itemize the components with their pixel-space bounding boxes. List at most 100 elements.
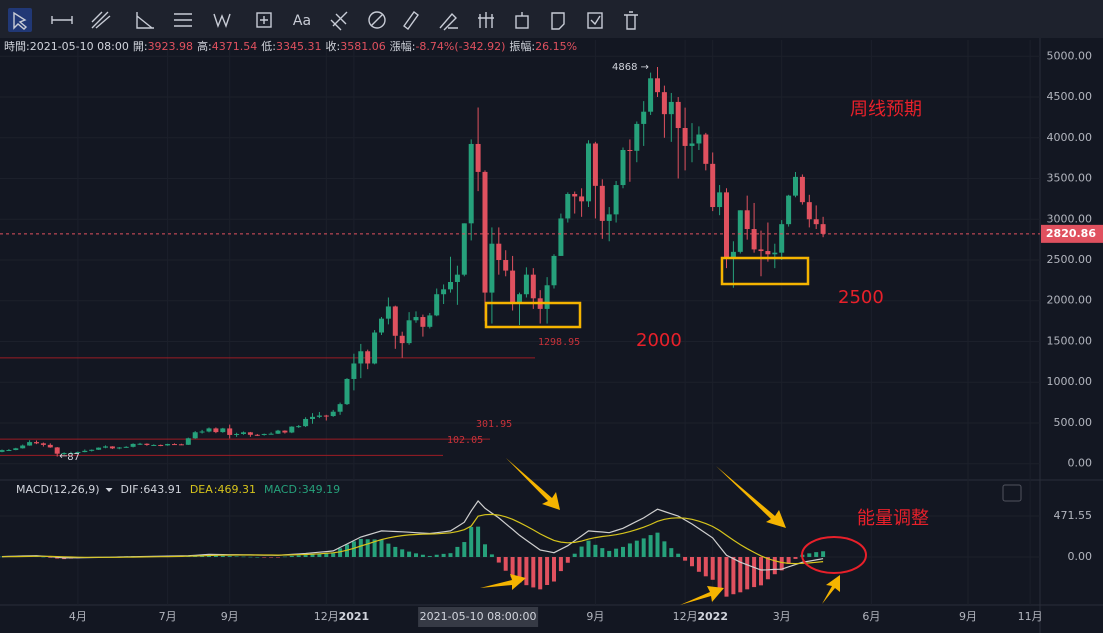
candle-body	[586, 143, 591, 202]
candle-body	[420, 317, 426, 327]
toolbar-icons[interactable]: Aa	[8, 8, 638, 32]
candle-body	[137, 443, 143, 445]
candle-body	[275, 430, 281, 434]
candle-body	[268, 433, 274, 435]
candle-body	[530, 274, 536, 299]
x-tick-label: 2021	[339, 610, 370, 623]
macd-bar	[48, 557, 53, 558]
candle-body	[744, 210, 750, 230]
macd-bar	[765, 557, 770, 580]
candle-body	[517, 294, 522, 304]
candle-body	[461, 223, 467, 275]
macd-bar	[786, 557, 791, 564]
macd-bar	[621, 546, 625, 557]
macd-bar	[572, 553, 577, 557]
candle-body	[116, 447, 122, 449]
candle-body	[296, 426, 302, 428]
macd-bar	[614, 548, 619, 557]
macd-bar	[690, 557, 694, 567]
expand-button[interactable]	[1002, 484, 1022, 502]
candle-body	[717, 192, 723, 208]
macd-bar	[607, 550, 612, 557]
macd-bar	[752, 557, 757, 588]
macd-bar	[414, 553, 418, 557]
legend-name: DIF	[121, 483, 139, 496]
y-tick-label: 3000.00	[1047, 212, 1093, 225]
macd-bar	[407, 551, 412, 557]
candle-body	[351, 363, 357, 379]
candle-body	[730, 251, 736, 258]
plot: 1298.95 301.95 102.05	[0, 67, 826, 597]
macd-bar	[262, 557, 267, 558]
info-text: 時間:	[4, 40, 30, 53]
candle-body	[13, 448, 19, 451]
info-bar: 時間: 2021-05-10 08:00 開: 3923.98 高: 4371.54 低: 3…	[4, 39, 577, 53]
candle-body	[227, 428, 233, 435]
candle-body	[689, 143, 695, 146]
macd-bar	[289, 555, 294, 557]
macd-bar	[517, 557, 522, 583]
macd-bar	[662, 541, 667, 557]
macd-bar	[234, 556, 239, 557]
macd-bar	[269, 557, 274, 558]
macd-bar	[434, 554, 439, 557]
candle-body	[82, 450, 88, 453]
macd-bar	[489, 554, 494, 557]
macd-tick-label: 471.55	[1054, 509, 1093, 522]
price-line-label: 1298.95	[538, 337, 580, 348]
legend-colon: :	[298, 483, 302, 496]
y-tick-label: 5000.00	[1047, 49, 1093, 62]
candle-body	[40, 443, 46, 445]
x-tick-label: 9月	[221, 610, 239, 623]
candle-body	[158, 444, 164, 446]
info-text: 振幅:	[509, 39, 535, 53]
macd-bar	[441, 553, 446, 557]
candle-body	[234, 433, 240, 435]
candle-body	[599, 185, 605, 221]
candle-body	[34, 442, 39, 444]
candle-body	[344, 378, 350, 405]
candle-body	[772, 252, 778, 255]
legend-value: 643.91	[143, 483, 182, 496]
macd-bar	[641, 538, 646, 557]
macd-bar	[476, 526, 481, 557]
macd-bar	[634, 540, 639, 557]
candle-body	[627, 150, 633, 151]
candle-body	[482, 171, 488, 293]
crosshair-label-box	[418, 607, 539, 627]
x-tick-label: 12月	[314, 610, 339, 623]
high-marker: 4868	[612, 62, 637, 73]
x-tick-label: 9月	[959, 610, 977, 623]
macd-bar	[565, 557, 570, 563]
macd-bar	[455, 546, 460, 557]
candle-body	[289, 426, 295, 433]
macd-bar	[372, 539, 377, 557]
candle-body	[434, 294, 440, 316]
info-text: 4371.54	[212, 40, 258, 53]
candle-body	[448, 282, 453, 290]
macd-tick-label: 0.00	[1068, 550, 1093, 563]
macd-bar	[510, 557, 515, 578]
macd-bar	[738, 557, 743, 593]
candle-body	[372, 332, 378, 364]
macd-bar	[282, 556, 287, 558]
text-tool[interactable]: Aa	[293, 13, 311, 29]
macd-bar	[710, 557, 715, 580]
candle-body	[620, 150, 626, 186]
candle-body	[192, 432, 198, 439]
candle-body	[47, 444, 53, 448]
macd-bar	[669, 548, 674, 557]
candle-body	[199, 431, 205, 433]
macd-bar	[531, 557, 536, 588]
y-tick-label: 1500.00	[1047, 334, 1093, 347]
x-tick-label: 9月	[586, 610, 604, 623]
legend-caret[interactable]	[105, 488, 113, 492]
candle-body	[282, 430, 288, 433]
macd-bar	[227, 556, 232, 557]
candle-body	[109, 446, 115, 449]
candle-body	[365, 351, 371, 364]
candle-body	[54, 447, 60, 454]
info-text: 2021-05-10 08:00	[30, 40, 129, 53]
candle-body	[303, 418, 309, 427]
info-text: -8.74%(-342.92)	[415, 40, 505, 53]
